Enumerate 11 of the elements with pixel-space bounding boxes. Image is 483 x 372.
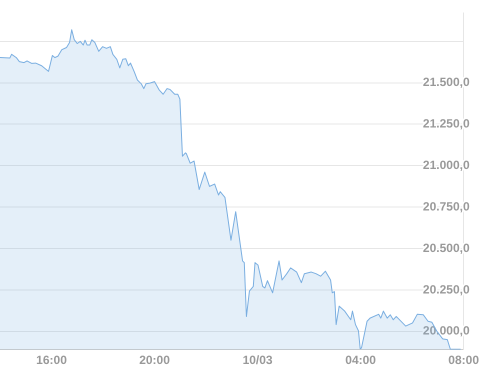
- y-tick-label: 21.250,0: [422, 116, 470, 131]
- x-tick-label: 08:00: [448, 353, 480, 368]
- y-tick-label: 20.500,0: [422, 240, 470, 255]
- x-tick-label: 20:00: [139, 353, 170, 368]
- y-tick-label: 21.000,0: [422, 158, 470, 172]
- y-tick-label: 20.750,0: [422, 199, 470, 214]
- x-tick-label: 04:00: [345, 353, 376, 368]
- y-tick-label: 21.500,0: [422, 75, 470, 90]
- y-tick-label: 20.250,0: [422, 282, 470, 296]
- x-tick-label: 10/03: [242, 353, 273, 368]
- x-tick-label: 16:00: [36, 353, 68, 368]
